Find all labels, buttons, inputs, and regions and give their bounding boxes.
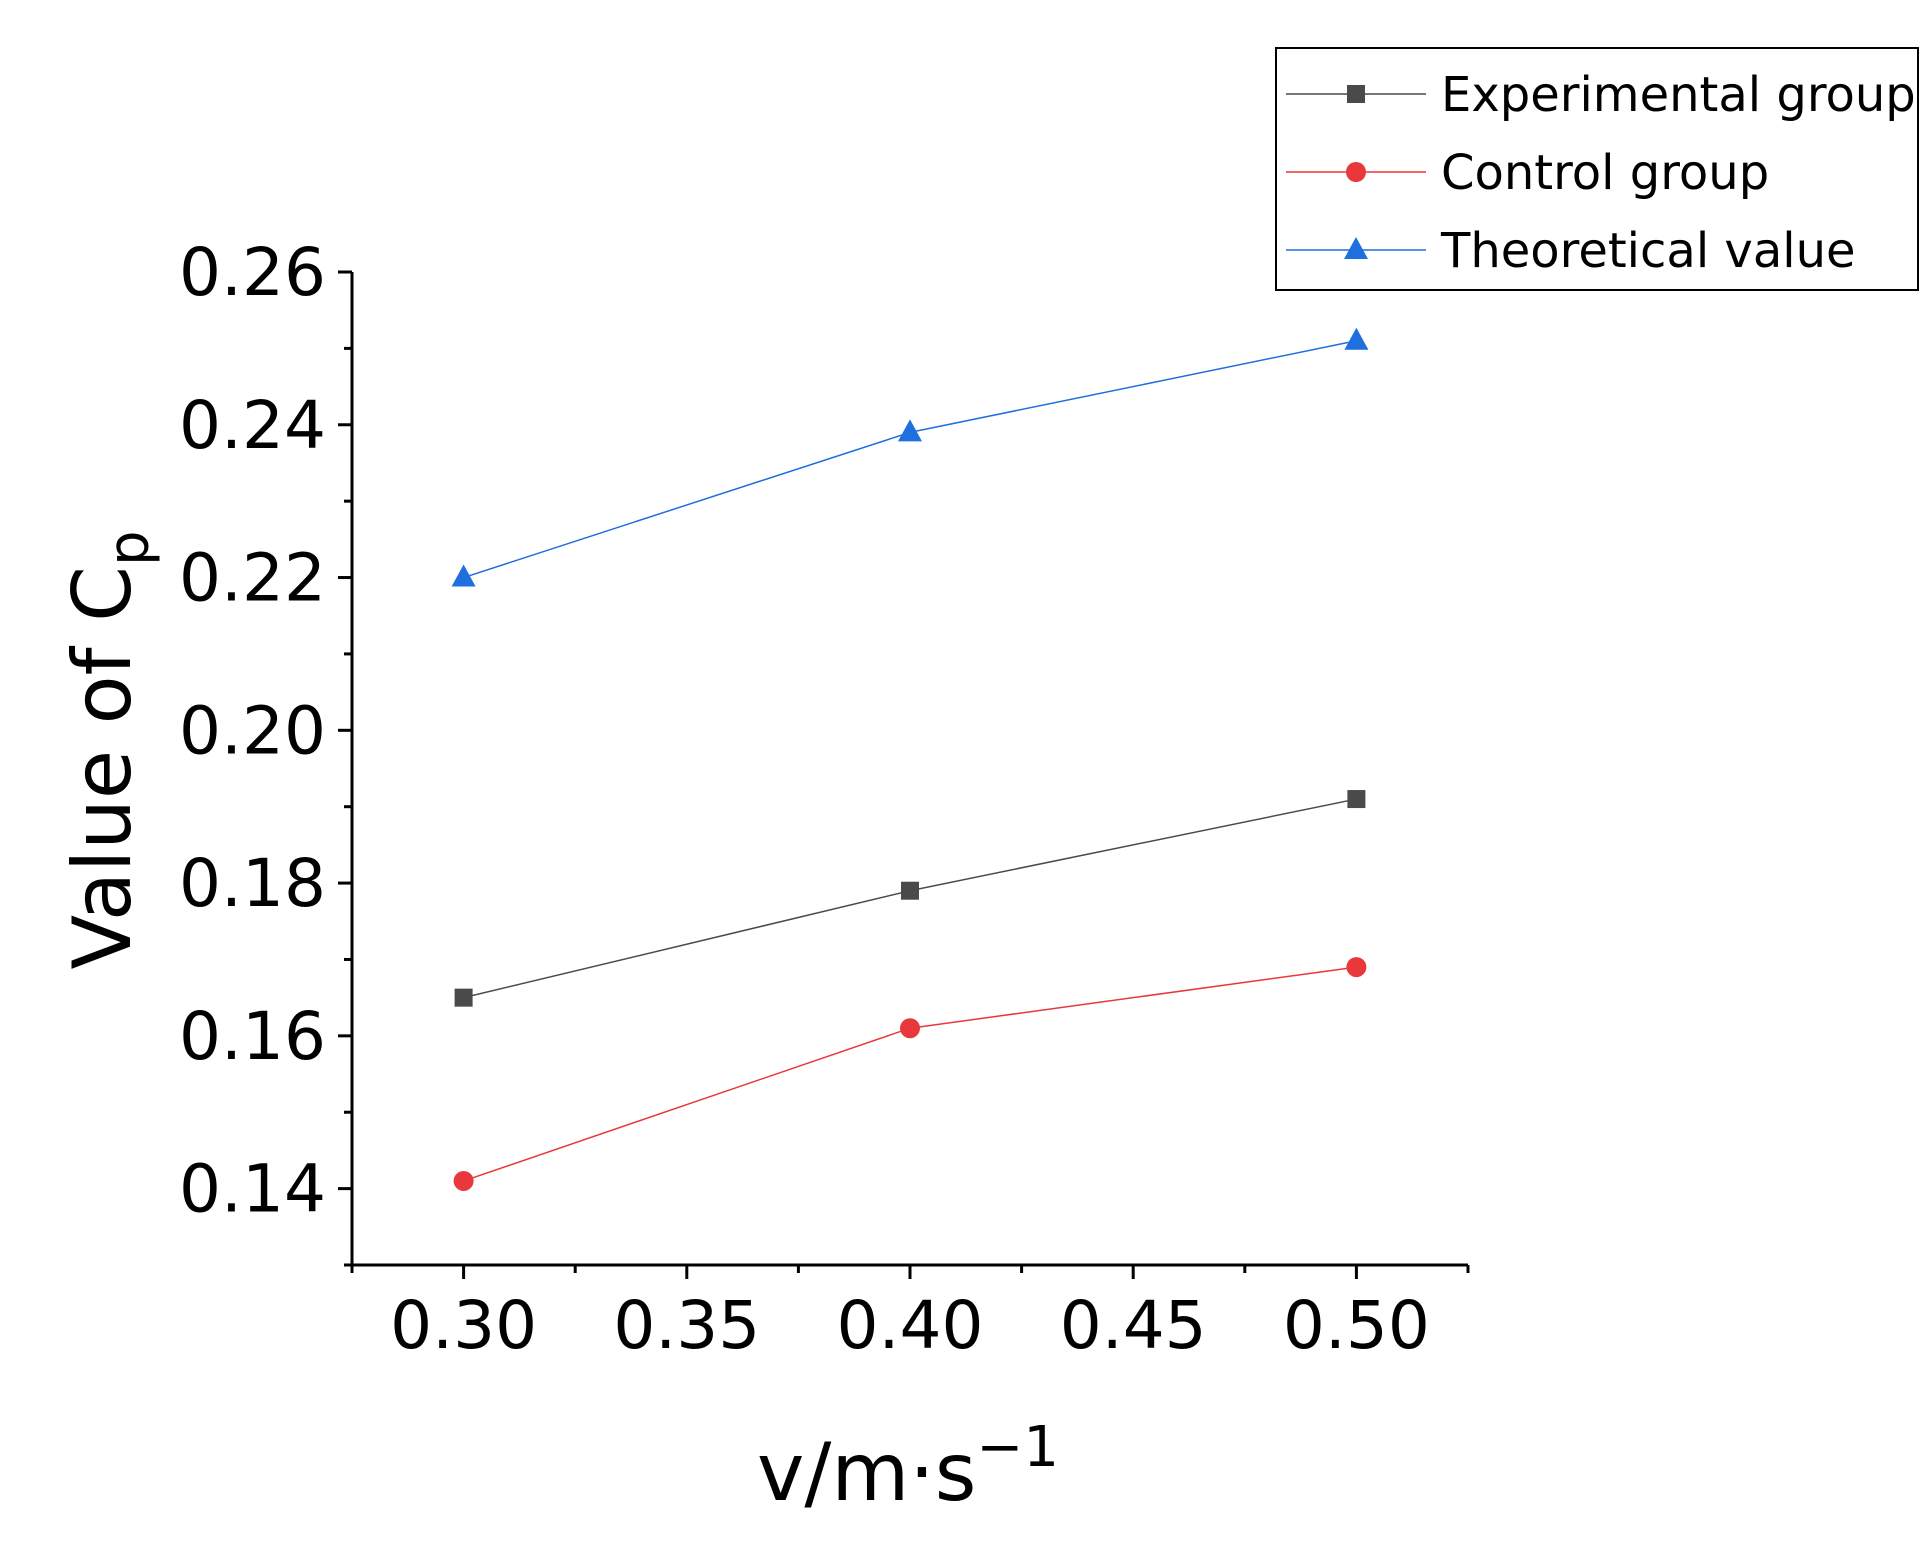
legend-marker <box>1344 237 1368 259</box>
series-experimental-group <box>454 790 1366 1007</box>
y-tick-label: 0.26 <box>179 234 326 311</box>
legend-label: Experimental group <box>1441 67 1916 123</box>
data-point-experimental-group <box>1347 790 1366 809</box>
legend-label: Control group <box>1441 145 1769 201</box>
y-tick-label: 0.20 <box>179 692 326 769</box>
series-line-control-group <box>463 966 1357 1182</box>
x-tick-label: 0.50 <box>1283 1287 1430 1364</box>
y-ticks: 0.14 0.16 0.18 0.20 0.22 0.24 0.26 <box>179 234 352 1267</box>
data-point-control-group <box>453 1170 474 1191</box>
data-point-control-group <box>1346 957 1367 978</box>
y-axis-title-subscript: p <box>97 530 162 566</box>
y-axis-title-main: Value of C <box>56 566 149 970</box>
legend-marker <box>1347 85 1365 103</box>
legend: Experimental group Control group Theoretic… <box>1275 47 1919 291</box>
x-axis-title: v/m·s−1 <box>757 1415 1059 1519</box>
legend-item-experimental-group: Experimental group <box>1286 67 1916 123</box>
data-point-theoretical-value <box>898 419 922 442</box>
y-tick-label: 0.18 <box>179 845 326 922</box>
x-tick-label: 0.30 <box>390 1287 537 1364</box>
y-tick-label: 0.14 <box>179 1151 326 1228</box>
data-point-experimental-group <box>454 988 473 1007</box>
series-control-group <box>453 957 1367 1191</box>
x-tick-label: 0.45 <box>1060 1287 1207 1364</box>
x-axis-title-superscript: −1 <box>976 1415 1059 1480</box>
data-point-theoretical-value <box>451 564 476 587</box>
data-point-control-group <box>900 1018 920 1039</box>
data-point-experimental-group <box>901 881 919 900</box>
x-tick-label: 0.35 <box>613 1287 760 1364</box>
x-tick-label: 0.40 <box>837 1287 984 1364</box>
y-tick-label: 0.16 <box>179 998 326 1075</box>
series-line-theoretical-value <box>463 340 1357 579</box>
x-axis-title-main: v/m·s <box>757 1426 976 1519</box>
legend-item-control-group: Control group <box>1286 145 1769 201</box>
legend-marker <box>1346 162 1366 182</box>
x-ticks: 0.30 0.35 0.40 0.45 0.50 <box>350 1265 1470 1364</box>
legend-item-theoretical-value: Theoretical value <box>1286 223 1856 279</box>
data-point-theoretical-value <box>1344 327 1369 350</box>
y-tick-label: 0.22 <box>179 540 326 617</box>
y-axis-title: Value of Cp <box>56 530 162 969</box>
legend-label: Theoretical value <box>1440 223 1856 279</box>
series-theoretical-value <box>451 327 1369 587</box>
series <box>451 327 1369 1191</box>
y-tick-label: 0.24 <box>179 387 326 464</box>
